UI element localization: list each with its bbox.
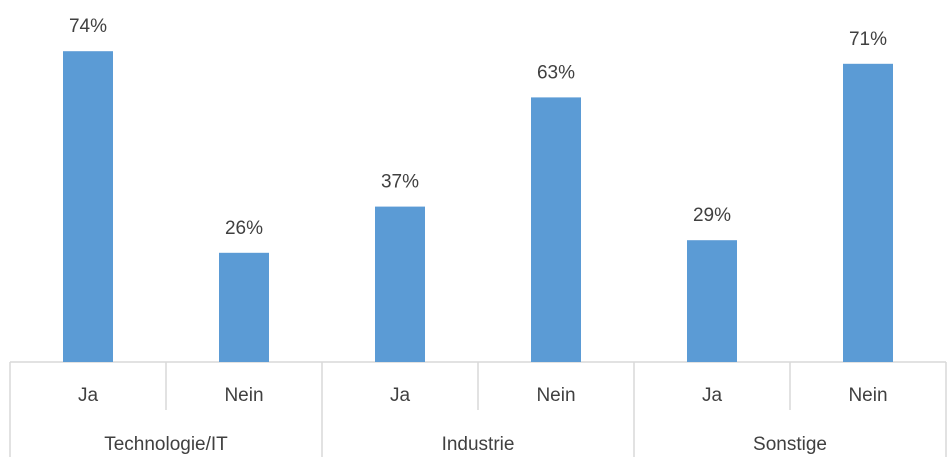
group-label: Technologie/IT xyxy=(104,434,228,455)
bar xyxy=(687,240,737,362)
bar xyxy=(843,63,893,363)
x-tick-label: Nein xyxy=(848,385,887,406)
x-tick-label: Nein xyxy=(224,385,263,406)
data-label: 29% xyxy=(693,205,731,226)
bar xyxy=(531,97,581,363)
x-tick-label: Ja xyxy=(702,385,723,406)
group-label: Industrie xyxy=(442,434,515,455)
x-tick-label: Ja xyxy=(390,385,411,406)
group-label: Sonstige xyxy=(753,434,827,455)
bar xyxy=(63,51,113,362)
data-label: 37% xyxy=(381,172,419,193)
data-label: 63% xyxy=(537,62,575,83)
bar xyxy=(219,252,269,362)
data-label: 74% xyxy=(69,16,107,37)
data-label: 26% xyxy=(225,218,263,239)
bar xyxy=(375,206,425,362)
x-tick-label: Nein xyxy=(536,385,575,406)
x-tick-label: Ja xyxy=(78,385,99,406)
data-label: 71% xyxy=(849,29,887,50)
